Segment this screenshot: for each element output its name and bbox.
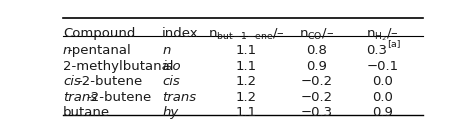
Text: butane: butane [63, 106, 110, 119]
Text: 1.2: 1.2 [236, 91, 257, 104]
Text: -2-butene: -2-butene [87, 91, 152, 104]
Text: 0.9: 0.9 [306, 60, 327, 73]
Text: −0.2: −0.2 [301, 75, 332, 88]
Text: 1.1: 1.1 [236, 106, 257, 119]
Text: $\mathregular{n_{CO}}$/–: $\mathregular{n_{CO}}$/– [299, 27, 334, 42]
Text: index: index [162, 27, 199, 40]
Text: Compound: Compound [63, 27, 135, 40]
Text: $\mathregular{n_{but\!-\!1\!-\!ene}}$/–: $\mathregular{n_{but\!-\!1\!-\!ene}}$/– [208, 27, 285, 42]
Text: 1.2: 1.2 [236, 75, 257, 88]
Text: 0.0: 0.0 [372, 75, 393, 88]
Text: 1.1: 1.1 [236, 44, 257, 57]
Text: -2-butene: -2-butene [77, 75, 143, 88]
Text: iso: iso [162, 60, 181, 73]
Text: trans: trans [162, 91, 196, 104]
Text: $\mathregular{n_{H_2}}$/–: $\mathregular{n_{H_2}}$/– [366, 27, 399, 43]
Text: n: n [63, 44, 71, 57]
Text: hy: hy [162, 106, 178, 119]
Text: −0.2: −0.2 [301, 91, 332, 104]
Text: -pentanal: -pentanal [68, 44, 131, 57]
Text: 0.9: 0.9 [372, 106, 393, 119]
Text: 1.1: 1.1 [236, 60, 257, 73]
Text: 0.8: 0.8 [306, 44, 327, 57]
Text: n: n [162, 44, 171, 57]
Text: 0.0: 0.0 [372, 91, 393, 104]
Text: [a]: [a] [388, 39, 401, 48]
Text: cis: cis [63, 75, 81, 88]
Text: trans: trans [63, 91, 97, 104]
Text: −0.3: −0.3 [301, 106, 332, 119]
Text: 2-methylbutanal: 2-methylbutanal [63, 60, 173, 73]
Text: cis: cis [162, 75, 180, 88]
Text: 0.3: 0.3 [366, 44, 388, 57]
Text: −0.1: −0.1 [366, 60, 399, 73]
